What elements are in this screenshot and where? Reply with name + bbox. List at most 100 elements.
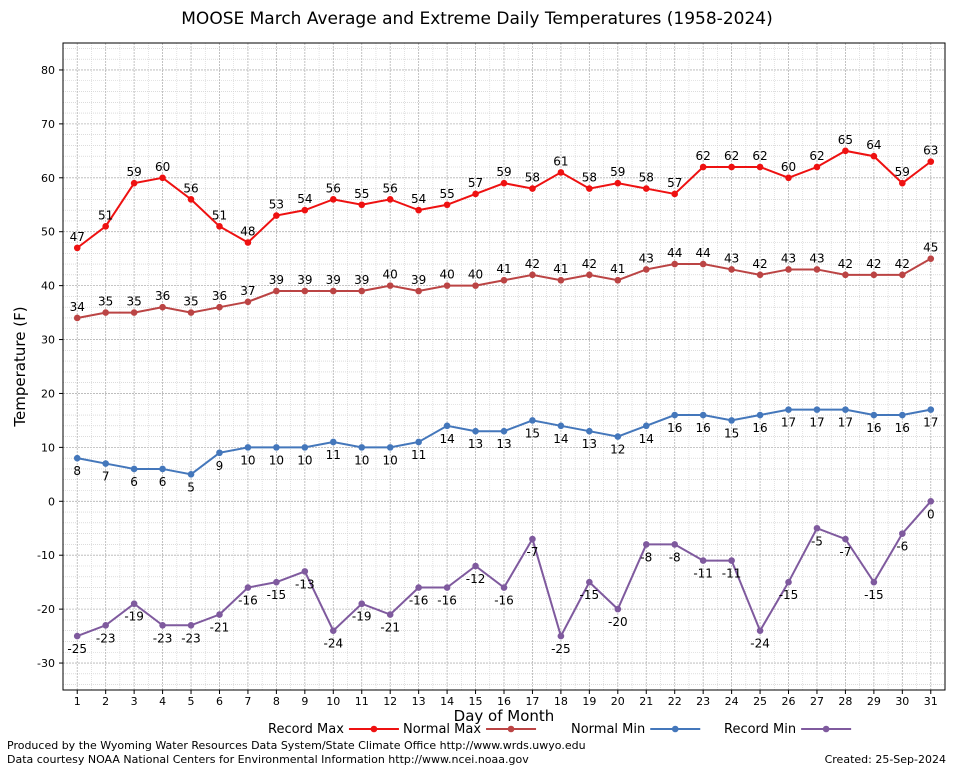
normal-min-data-label: 16 [866, 421, 881, 435]
record-min-point [614, 605, 622, 613]
record-min-point [386, 611, 394, 618]
record-min-point [586, 578, 593, 586]
record-max-point [813, 163, 821, 171]
x-tick-label: 22 [668, 695, 682, 708]
record-min-point [130, 600, 138, 608]
record-max-point [73, 244, 81, 252]
normal-max-data-label: 43 [639, 251, 654, 265]
normal-min-data-label: 16 [895, 421, 910, 435]
record-min-point [187, 622, 195, 629]
normal-max-data-label: 42 [866, 257, 881, 271]
normal-max-point [785, 266, 792, 273]
record-min-point [699, 557, 707, 564]
record-min-data-label: -6 [896, 540, 908, 554]
record-min-data-label: -21 [210, 621, 230, 635]
record-max-data-label: 59 [895, 165, 910, 179]
record-max-data-label: 58 [582, 171, 597, 185]
normal-max-data-label: 39 [354, 273, 369, 287]
record-min-data-label: -25 [551, 642, 571, 656]
record-min-data-label: 0 [927, 507, 935, 521]
record-min-data-label: -11 [693, 567, 713, 581]
normal-min-data-label: 16 [696, 421, 711, 435]
plot-area [63, 43, 945, 690]
record-max-data-label: 62 [696, 149, 711, 163]
record-max-data-label: 56 [383, 181, 398, 195]
record-max-data-label: 57 [667, 176, 682, 190]
record-max-point [586, 185, 593, 192]
normal-max-data-label: 43 [724, 251, 739, 265]
record-max-point [244, 239, 252, 246]
record-max-point [699, 163, 707, 171]
record-max-point [614, 179, 622, 187]
normal-max-point [586, 271, 593, 279]
normal-max-point [301, 287, 309, 295]
x-tick-label: 20 [611, 695, 625, 708]
normal-max-point [557, 276, 565, 284]
record-min-data-label: -7 [839, 545, 851, 559]
record-min-data-label: -25 [67, 642, 87, 656]
normal-max-data-label: 37 [240, 284, 255, 298]
record-max-point [443, 201, 451, 209]
normal-min-point [301, 444, 309, 451]
normal-max-data-label: 44 [696, 246, 711, 260]
record-max-point [899, 179, 906, 187]
record-min-data-label: -15 [779, 588, 799, 602]
record-min-point [899, 530, 906, 537]
normal-max-point [73, 314, 81, 322]
record-max-data-label: 65 [838, 133, 853, 147]
record-max-point [671, 190, 679, 198]
record-max-data-label: 55 [439, 187, 454, 201]
normal-min-point [813, 406, 821, 413]
normal-min-point [216, 449, 223, 457]
x-tick-label: 27 [810, 695, 824, 708]
record-min-point [870, 578, 878, 586]
normal-max-data-label: 42 [895, 257, 910, 271]
record-max-point [415, 206, 422, 214]
record-max-data-label: 58 [525, 171, 540, 185]
normal-min-data-label: 17 [809, 416, 824, 430]
record-max-data-label: 56 [183, 181, 198, 195]
record-min-point [927, 497, 935, 505]
normal-min-data-label: 13 [582, 437, 597, 451]
normal-min-data-label: 9 [216, 459, 224, 473]
normal-max-data-label: 40 [383, 268, 398, 282]
record-min-data-label: -23 [153, 631, 173, 645]
record-min-point [73, 632, 81, 640]
normal-max-point [102, 309, 109, 316]
normal-min-point [130, 465, 138, 473]
x-tick-label: 6 [216, 695, 223, 708]
record-min-point [500, 584, 508, 591]
record-min-data-label: -13 [295, 577, 315, 591]
record-min-point [244, 584, 252, 591]
x-tick-label: 29 [867, 695, 881, 708]
record-min-data-label: -15 [267, 588, 287, 602]
record-max-data-label: 53 [269, 198, 284, 212]
record-min-data-label: -21 [380, 621, 400, 635]
record-min-data-label: -8 [640, 550, 652, 564]
record-min-data-label: -12 [466, 572, 486, 586]
record-min-point [415, 584, 422, 591]
record-max-point [130, 179, 138, 187]
normal-min-point [329, 438, 337, 446]
normal-min-data-label: 17 [781, 416, 796, 430]
normal-min-data-label: 14 [439, 432, 454, 446]
record-max-point [870, 152, 878, 160]
record-min-point [358, 600, 366, 608]
normal-min-data-label: 16 [752, 421, 767, 435]
normal-min-point [472, 427, 479, 435]
normal-min-data-label: 13 [496, 437, 511, 451]
normal-min-point [899, 411, 906, 419]
normal-min-point [870, 411, 878, 419]
normal-max-point [216, 303, 223, 311]
normal-max-point [500, 276, 508, 284]
x-tick-label: 19 [582, 695, 596, 708]
record-max-data-label: 62 [724, 149, 739, 163]
normal-max-point [842, 271, 849, 279]
record-max-point [159, 174, 166, 182]
record-min-point [216, 611, 223, 618]
normal-max-point [159, 303, 166, 311]
normal-max-point [244, 298, 252, 306]
record-max-point [102, 223, 109, 230]
normal-max-data-label: 42 [752, 257, 767, 271]
normal-min-point [699, 411, 707, 419]
